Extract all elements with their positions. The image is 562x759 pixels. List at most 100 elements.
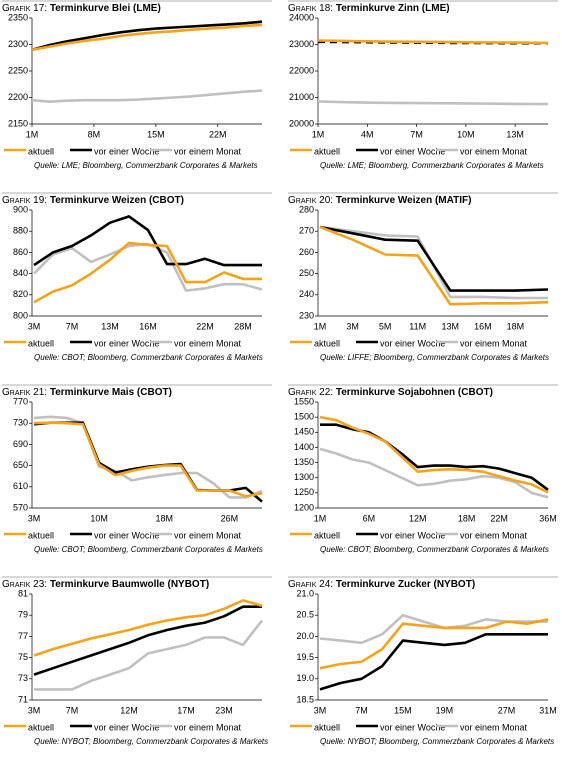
chart-label: Grafik 17: (2, 3, 47, 14)
y-tick-label: 21000 (289, 92, 314, 102)
x-tick-label: 18M (458, 513, 476, 523)
chart-label: Grafik 24: (288, 579, 333, 590)
y-tick-label: 75 (18, 652, 28, 662)
y-tick-label: 690 (13, 439, 28, 449)
y-tick-label: 1200 (294, 502, 314, 512)
chart-label: Grafik 22: (288, 387, 333, 398)
x-tick-label: 12M (409, 513, 427, 523)
x-tick-label: 3M (28, 321, 41, 331)
legend-label: vor einem Monat (174, 146, 242, 156)
x-tick-label: 22M (490, 513, 508, 523)
y-tick-label: 900 (13, 204, 28, 214)
legend-label: vor einer Woche (94, 338, 159, 348)
series-line (317, 39, 549, 45)
legend-label: vor einem Monat (460, 530, 528, 540)
chart-title-text: Terminkurve Baumwolle (NYBOT) (50, 579, 209, 590)
y-tick-label: 240 (299, 289, 314, 299)
y-tick-label: 20.5 (296, 610, 314, 620)
source-note: Quelle: CBOT; Bloomberg, Commerzbank Cor… (320, 545, 549, 554)
legend-label: aktuell (314, 146, 340, 156)
chart-title: Grafik 22: Terminkurve Sojabohnen (CBOT) (288, 387, 493, 398)
series-line (319, 613, 548, 645)
y-tick-label: 230 (299, 310, 314, 320)
x-tick-label: 10M (457, 129, 475, 139)
chart-title-text: Terminkurve Mais (CBOT) (50, 387, 172, 398)
legend-label: aktuell (314, 530, 340, 540)
source-note: Quelle: CBOT; Bloomberg, Commerzbank Cor… (34, 353, 263, 362)
legend-label: aktuell (28, 530, 54, 540)
x-tick-label: 13M (101, 321, 119, 331)
y-tick-label: 1350 (294, 457, 314, 467)
legend-label: vor einer Woche (94, 530, 159, 540)
y-tick-label: 71 (18, 694, 28, 704)
chart-label: Grafik 19: (2, 195, 47, 206)
x-tick-label: 19M (436, 705, 454, 715)
x-tick-label: 3M (28, 513, 41, 523)
x-tick-label: 7M (410, 129, 423, 139)
y-tick-label: 1450 (294, 427, 314, 437)
y-tick-label: 20000 (289, 118, 314, 128)
series-line (31, 23, 263, 52)
legend-label: vor einem Monat (460, 722, 528, 732)
chart-label: Grafik 23: (2, 579, 47, 590)
legend-label: aktuell (314, 722, 340, 732)
x-tick-label: 23M (215, 705, 233, 715)
x-tick-label: 7M (66, 705, 79, 715)
x-tick-label: 11M (409, 321, 426, 331)
legend-label: aktuell (314, 338, 340, 348)
y-tick-label: 73 (18, 673, 28, 683)
y-tick-label: 270 (299, 226, 314, 236)
x-tick-label: 7M (66, 321, 79, 331)
chart-title-text: Terminkurve Weizen (CBOT) (50, 195, 184, 206)
x-tick-label: 22M (196, 321, 214, 331)
series-line (31, 20, 263, 52)
legend-label: aktuell (28, 146, 54, 156)
y-tick-label: 1250 (294, 487, 314, 497)
x-tick-label: 4M (361, 129, 374, 139)
y-tick-label: 19.0 (296, 673, 314, 683)
series-line (319, 632, 548, 691)
chart-title: Grafik 17: Terminkurve Blei (LME) (2, 3, 161, 14)
chart-title-text: Terminkurve Blei (LME) (50, 3, 161, 14)
y-tick-label: 770 (13, 396, 28, 406)
y-tick-label: 880 (13, 226, 28, 236)
y-tick-label: 1300 (294, 472, 314, 482)
series-line (319, 225, 549, 292)
source-note: Quelle: LME; Bloomberg, Commerzbank Corp… (320, 161, 544, 170)
chart-title-text: Terminkurve Zinn (LME) (336, 3, 450, 14)
x-tick-label: 17M (177, 705, 195, 715)
y-tick-label: 19.5 (296, 652, 314, 662)
series-line (34, 619, 264, 691)
x-tick-label: 13M (442, 321, 460, 331)
y-tick-label: 24000 (289, 12, 314, 22)
series-line (319, 447, 549, 499)
series-line (33, 415, 263, 499)
legend-label: vor einem Monat (460, 146, 528, 156)
legend-label: vor einem Monat (460, 338, 528, 348)
series-line (31, 89, 263, 103)
series-line (319, 225, 548, 300)
chart-label: Grafik 21: (2, 387, 47, 398)
chart-title-text: Terminkurve Sojabohnen (CBOT) (336, 387, 493, 398)
series-line (317, 100, 549, 106)
series-line (319, 618, 549, 670)
y-tick-label: 20.0 (296, 631, 314, 641)
y-tick-label: 260 (299, 247, 314, 257)
source-note: Quelle: NYBOT; Bloomberg, Commerzbank Co… (34, 737, 268, 746)
legend-label: vor einer Woche (380, 146, 445, 156)
y-tick-label: 570 (13, 502, 28, 512)
legend-label: vor einem Monat (174, 338, 242, 348)
y-tick-label: 21.0 (296, 588, 314, 598)
legend-label: vor einem Monat (174, 530, 242, 540)
y-tick-label: 840 (13, 268, 28, 278)
y-tick-label: 650 (13, 460, 28, 470)
y-tick-label: 23000 (289, 39, 314, 49)
y-tick-label: 2200 (8, 92, 28, 102)
chart-label: Grafik 18: (288, 3, 333, 14)
x-tick-label: 6M (363, 513, 376, 523)
x-tick-label: 26M (221, 513, 239, 523)
chart-title: Grafik 21: Terminkurve Mais (CBOT) (2, 387, 172, 398)
series-line (33, 242, 263, 292)
legend-label: vor einer Woche (94, 722, 159, 732)
